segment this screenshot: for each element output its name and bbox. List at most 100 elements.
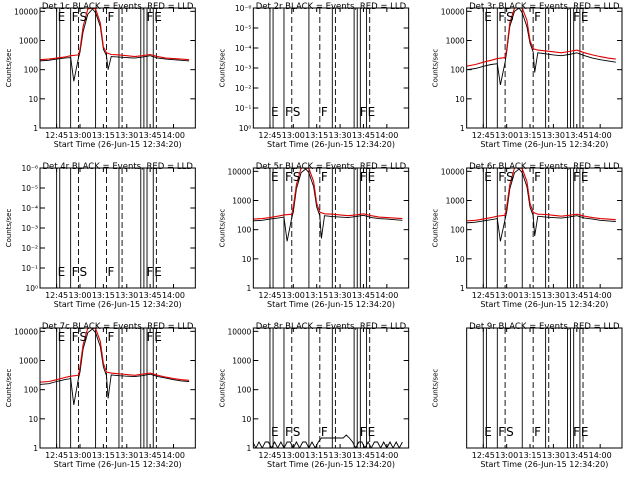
flag-label: E	[368, 425, 376, 439]
plot-frame	[466, 167, 623, 289]
x-tick-label: 13:15	[92, 131, 115, 140]
x-axis-label: Start Time (26-Jun-15 12:34:20)	[480, 300, 608, 309]
x-tick-label: 14:00	[162, 291, 185, 300]
plot-frame	[466, 327, 623, 449]
x-axis-label: Start Time (26-Jun-15 12:34:20)	[267, 300, 395, 309]
flag-label: E	[58, 330, 66, 344]
series-lld-line	[40, 328, 190, 383]
x-tick-label: 14:00	[162, 131, 185, 140]
chart-title: Det 9r BLACK = Events, RED = LLD	[469, 322, 620, 332]
plot-frame	[252, 327, 410, 449]
x-tick-label: 13:30	[115, 291, 138, 300]
y-tick-label: 1000	[232, 356, 251, 365]
plot-frame	[39, 7, 196, 129]
flag-label: F	[146, 265, 153, 279]
flag-label: F	[107, 265, 114, 279]
flag-label: F	[321, 425, 328, 439]
x-axis-label: Start Time (26-Jun-15 12:34:20)	[480, 140, 608, 149]
series-events-line	[40, 8, 190, 82]
flag-label: S	[293, 170, 301, 184]
y-axis-label: Counts/sec	[5, 209, 13, 248]
chart-title: Det 6r BLACK = Events, RED = LLD	[469, 162, 620, 172]
series-lld-line	[466, 168, 616, 222]
x-axis-label: Start Time (26-Jun-15 12:34:20)	[54, 300, 182, 309]
x-tick-label: 13:00	[68, 131, 91, 140]
x-tick-label: 12:45	[258, 131, 281, 140]
series-lld-line	[40, 8, 190, 61]
y-tick-label: 1000	[232, 196, 251, 205]
y-tick-label: 10⁻⁴	[21, 204, 38, 213]
y-tick-label: 1	[247, 284, 252, 293]
flag-label: F	[107, 10, 114, 24]
x-axis-label: Start Time (26-Jun-15 12:34:20)	[480, 460, 608, 469]
y-tick-label: 10000	[14, 327, 38, 336]
plot-frame	[252, 167, 410, 289]
x-tick-label: 13:45	[565, 131, 588, 140]
x-tick-label: 13:15	[519, 291, 542, 300]
flag-label: F	[360, 425, 367, 439]
series-events-line	[466, 8, 616, 85]
x-tick-label: 12:45	[45, 291, 68, 300]
x-tick-label: 12:45	[45, 451, 68, 460]
flag-label: E	[58, 10, 66, 24]
x-tick-label: 12:45	[472, 291, 495, 300]
y-tick-label: 1	[460, 124, 465, 133]
y-tick-label: 10⁻⁶	[21, 164, 38, 173]
y-tick-label: 10000	[227, 327, 251, 336]
flag-label: F	[360, 105, 367, 119]
x-tick-label: 13:00	[495, 451, 518, 460]
flag-label: F	[360, 170, 367, 184]
y-tick-label: 1	[247, 444, 252, 453]
x-tick-label: 13:00	[282, 291, 305, 300]
y-tick-label: 100	[24, 66, 39, 75]
flag-label: F	[72, 265, 79, 279]
x-tick-label: 14:00	[589, 131, 612, 140]
x-tick-label: 13:15	[305, 291, 328, 300]
flag-label: E	[484, 170, 492, 184]
y-tick-label: 100	[24, 386, 39, 395]
x-tick-label: 12:45	[472, 131, 495, 140]
x-tick-label: 13:45	[139, 451, 162, 460]
x-tick-label: 13:45	[352, 451, 375, 460]
y-tick-label: 10000	[441, 167, 465, 176]
flag-label: S	[506, 425, 514, 439]
y-axis-label: Counts/sec	[432, 209, 440, 248]
x-tick-label: 13:15	[305, 131, 328, 140]
flag-label: E	[581, 10, 589, 24]
x-tick-label: 13:00	[68, 451, 91, 460]
flag-label: F	[146, 330, 153, 344]
series-lld-line	[253, 168, 403, 220]
y-tick-label: 1000	[19, 36, 38, 45]
x-axis-label: Start Time (26-Jun-15 12:34:20)	[267, 460, 395, 469]
flag-label: S	[293, 425, 301, 439]
flag-label: F	[498, 10, 505, 24]
flag-label: E	[271, 105, 279, 119]
flag-label: S	[506, 10, 514, 24]
plot-frame	[39, 327, 196, 449]
flag-label: F	[146, 10, 153, 24]
y-tick-label: 100	[237, 386, 252, 395]
y-tick-label: 10⁻²	[21, 244, 38, 253]
x-axis-label: Start Time (26-Jun-15 12:34:20)	[267, 140, 395, 149]
flag-label: E	[58, 265, 66, 279]
x-axis-label: Start Time (26-Jun-15 12:34:20)	[54, 460, 182, 469]
x-tick-label: 13:15	[92, 291, 115, 300]
flag-label: E	[484, 425, 492, 439]
y-tick-label: 10⁻⁵	[235, 24, 252, 33]
x-tick-label: 14:00	[375, 291, 398, 300]
y-tick-label: 10⁻³	[235, 64, 252, 73]
flag-label: E	[581, 425, 589, 439]
y-tick-label: 10	[28, 95, 38, 104]
series-lld-line	[466, 8, 616, 67]
flag-label: F	[285, 425, 292, 439]
x-tick-label: 13:45	[565, 451, 588, 460]
y-tick-label: 10⁰	[239, 124, 252, 133]
x-tick-label: 13:30	[542, 291, 565, 300]
y-tick-label: 10000	[227, 167, 251, 176]
flag-label: F	[285, 170, 292, 184]
flag-label: S	[79, 265, 87, 279]
flag-label: E	[271, 425, 279, 439]
